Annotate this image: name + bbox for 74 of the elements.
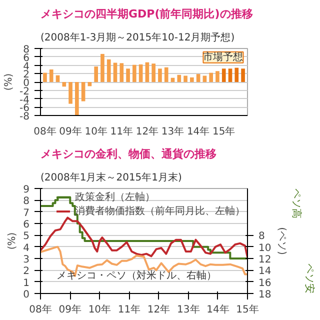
bar: [228, 68, 232, 82]
bar: [164, 67, 168, 82]
y-tick-label: 1: [23, 278, 30, 289]
bar: [177, 74, 182, 82]
bar: [196, 74, 200, 82]
y2-tick-label: 12: [258, 254, 272, 266]
bar: [138, 64, 143, 82]
y-axis-title: (%): [4, 73, 15, 91]
chart-title: メキシコの金利、物価、通貨の推移: [40, 148, 216, 160]
y-tick-label: 9: [23, 184, 30, 196]
bar: [158, 68, 162, 82]
x-tick-label: 13年: [161, 126, 184, 138]
y-tick-label: 6: [23, 220, 30, 230]
text: ペソ高: [290, 188, 302, 218]
x-tick-label: 14年: [206, 304, 230, 316]
x-tick-label: 08年: [29, 304, 52, 316]
bar: [120, 63, 124, 82]
x-tick-label: 08年: [34, 126, 56, 138]
y2-tick-label: 8: [258, 231, 265, 242]
y-tick-label: -8: [20, 112, 30, 122]
legend-label: 政策金利（左軸）: [75, 190, 155, 204]
bar: [234, 68, 239, 82]
x-tick-label: 12年: [147, 304, 170, 316]
bar: [126, 68, 130, 82]
chart-title: メキシコの四半期GDP(前年同期比)の推移: [40, 8, 253, 20]
bar: [132, 64, 136, 82]
y-tick-label: 3: [23, 254, 30, 266]
chart-subtitle: (2008年1月末～2015年1月末): [40, 172, 182, 184]
bar: [113, 62, 118, 82]
x-tick-label: 11年: [110, 126, 134, 138]
bar: [152, 64, 156, 82]
x-tick-label: 10年: [84, 126, 108, 138]
bar: [241, 68, 245, 82]
bar: [81, 82, 86, 102]
bar: [216, 71, 220, 82]
bar: [145, 62, 150, 82]
bar: [100, 54, 104, 82]
y2-tick-label: 10: [258, 242, 272, 254]
x-tick-label: 12年: [136, 126, 159, 138]
bar: [106, 59, 111, 82]
x-tick-label: 10年: [88, 304, 112, 316]
text: ペソ安: [304, 264, 316, 294]
series-label: メキシコ・ペソ（対米ドル、右軸）: [56, 270, 217, 282]
bar: [202, 76, 207, 82]
x-tick-label: 11年: [118, 304, 141, 316]
y-axis-title: (%): [7, 232, 18, 250]
x-tick-label: 15年: [236, 304, 259, 316]
bar: [68, 82, 72, 104]
x-tick-label: 09年: [58, 304, 82, 316]
x-tick-label: 09年: [59, 126, 82, 138]
bar: [49, 69, 54, 82]
chart-subtitle: (2008年1-3月期～2015年10-12月期予想): [40, 32, 235, 44]
bar: [75, 82, 79, 116]
bar: [94, 66, 98, 82]
bar: [209, 72, 213, 82]
y2-tick-label: 18: [258, 290, 272, 300]
y2-tick-label: 16: [258, 278, 272, 289]
y-tick-label: 4: [23, 242, 30, 254]
y-tick-label: 8: [23, 196, 30, 208]
bar: [184, 76, 188, 82]
y2-axis-title: (ペソ): [276, 227, 288, 255]
y-tick-label: 2: [23, 266, 30, 278]
bar: [222, 68, 226, 82]
bar: [43, 72, 47, 82]
bar: [62, 82, 66, 87]
y-tick-label: 0: [23, 290, 30, 300]
line-series: [40, 216, 248, 258]
bar: [190, 77, 194, 82]
y-tick-label: 7: [23, 208, 30, 219]
x-tick-label: 13年: [177, 304, 200, 316]
y-tick-label: 5: [23, 231, 30, 242]
y2-tick-label: 14: [258, 266, 272, 278]
x-tick-label: 14年: [186, 126, 210, 138]
x-tick-label: 15年: [212, 126, 236, 138]
